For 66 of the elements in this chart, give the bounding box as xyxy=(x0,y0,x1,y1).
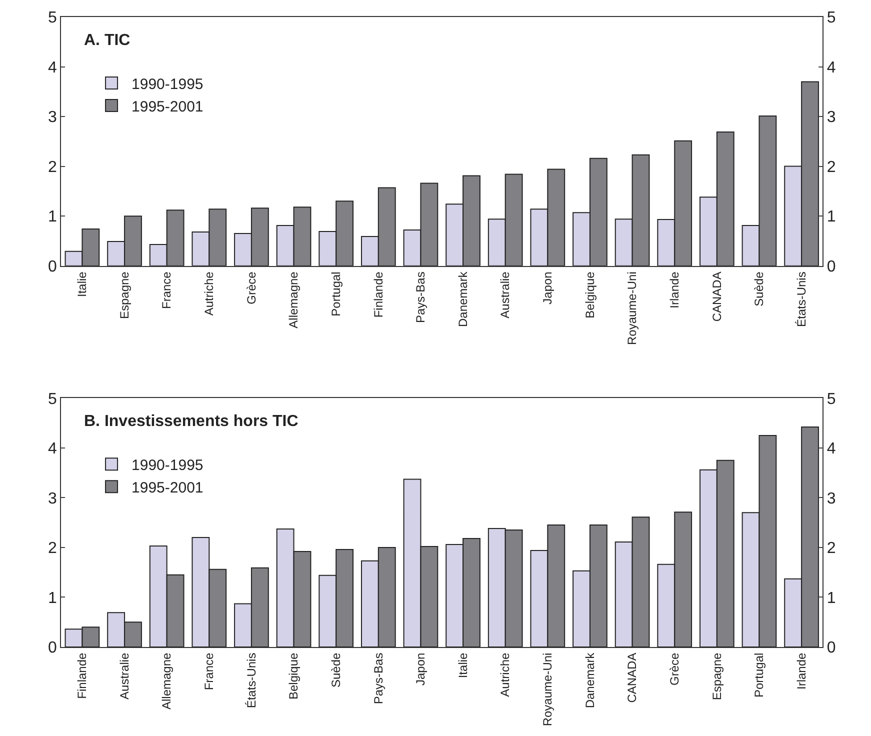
y2-tick-label: 4 xyxy=(826,59,836,76)
x-tick-label: Pays-Bas xyxy=(414,272,428,324)
x-tick-label: Suède xyxy=(329,652,343,688)
x-tick-label: États-Unis xyxy=(244,652,258,708)
x-tick-label: Royaume-Uni xyxy=(625,272,640,346)
y-tick-label: 5 xyxy=(48,10,57,27)
y-tick-label: 4 xyxy=(48,440,57,458)
text: A. TIC xyxy=(84,32,131,49)
x-tick-label: Espagne xyxy=(117,271,132,320)
y2-tick-label: 5 xyxy=(826,390,836,408)
y-tick-label: 0 xyxy=(48,640,57,657)
x-tick-label: Portugal xyxy=(329,272,343,316)
x-tick-label: Australie xyxy=(117,652,132,700)
y2-tick-label: 1 xyxy=(826,208,836,226)
x-tick-label: Grèce xyxy=(244,271,258,304)
x-tick-label: Italie xyxy=(456,652,470,678)
y-tick-label: 3 xyxy=(48,490,57,508)
x-tick-label: Australie xyxy=(498,271,512,318)
x-tick-label: Finlande xyxy=(371,271,386,318)
y-tick-label: 2 xyxy=(48,540,57,558)
x-tick-label: États-Unis xyxy=(794,272,808,328)
legend-label: 1990-1995 xyxy=(132,457,204,474)
y2-tick-label: 4 xyxy=(826,440,836,458)
x-tick-label: Belgique xyxy=(286,652,301,700)
x-tick-label: CANADA xyxy=(710,272,724,322)
x-tick-label: Japon xyxy=(540,272,555,304)
legend-label: 1990-1995 xyxy=(132,76,204,93)
x-tick-label: Royaume-Uni xyxy=(540,652,555,726)
y-tick-label: 1 xyxy=(48,590,57,607)
y2-tick-label: 0 xyxy=(826,640,836,657)
x-tick-label: Danemark xyxy=(456,270,470,328)
x-tick-label: Allemagne xyxy=(160,652,174,710)
x-tick-label: Belgique xyxy=(582,271,597,318)
y-tick-label: 1 xyxy=(48,208,57,226)
y-tick-label: 3 xyxy=(48,109,57,126)
legend-label: 1995-2001 xyxy=(132,480,204,497)
y2-tick-label: 2 xyxy=(826,158,836,176)
legend-label: 1995-2001 xyxy=(132,98,204,116)
x-tick-label: Pays-Bas xyxy=(371,652,386,704)
x-tick-label: Espagne xyxy=(710,652,724,700)
x-tick-label: France xyxy=(160,271,174,310)
x-tick-label: Autriche xyxy=(498,652,512,697)
x-tick-label: Suède xyxy=(752,271,766,306)
x-tick-label: Italie xyxy=(75,271,90,298)
x-tick-label: Irlande xyxy=(794,652,808,690)
x-tick-label: Grèce xyxy=(668,652,682,686)
x-tick-label: Japon xyxy=(414,652,428,686)
y-tick-label: 5 xyxy=(48,390,57,408)
x-tick-label: Portugal xyxy=(752,652,766,698)
y2-tick-label: 5 xyxy=(826,10,836,27)
y2-tick-label: 1 xyxy=(826,590,836,607)
x-tick-label: Danemark xyxy=(582,652,597,708)
x-tick-label: Allemagne xyxy=(286,271,301,328)
y-tick-label: 4 xyxy=(48,59,57,76)
y2-tick-label: 3 xyxy=(826,109,836,126)
x-tick-label: Finlande xyxy=(75,652,90,699)
y2-tick-label: 3 xyxy=(826,490,836,508)
y2-tick-label: 0 xyxy=(826,258,836,276)
x-tick-label: Irlande xyxy=(668,271,682,308)
y-tick-label: 0 xyxy=(48,258,57,276)
y-tick-label: 2 xyxy=(48,158,57,176)
x-tick-label: France xyxy=(202,652,216,690)
x-tick-label: CANADA xyxy=(625,652,640,703)
y2-tick-label: 2 xyxy=(826,540,836,558)
x-tick-label: Autriche xyxy=(202,271,216,316)
text: B. Investissements hors TIC xyxy=(84,413,299,430)
